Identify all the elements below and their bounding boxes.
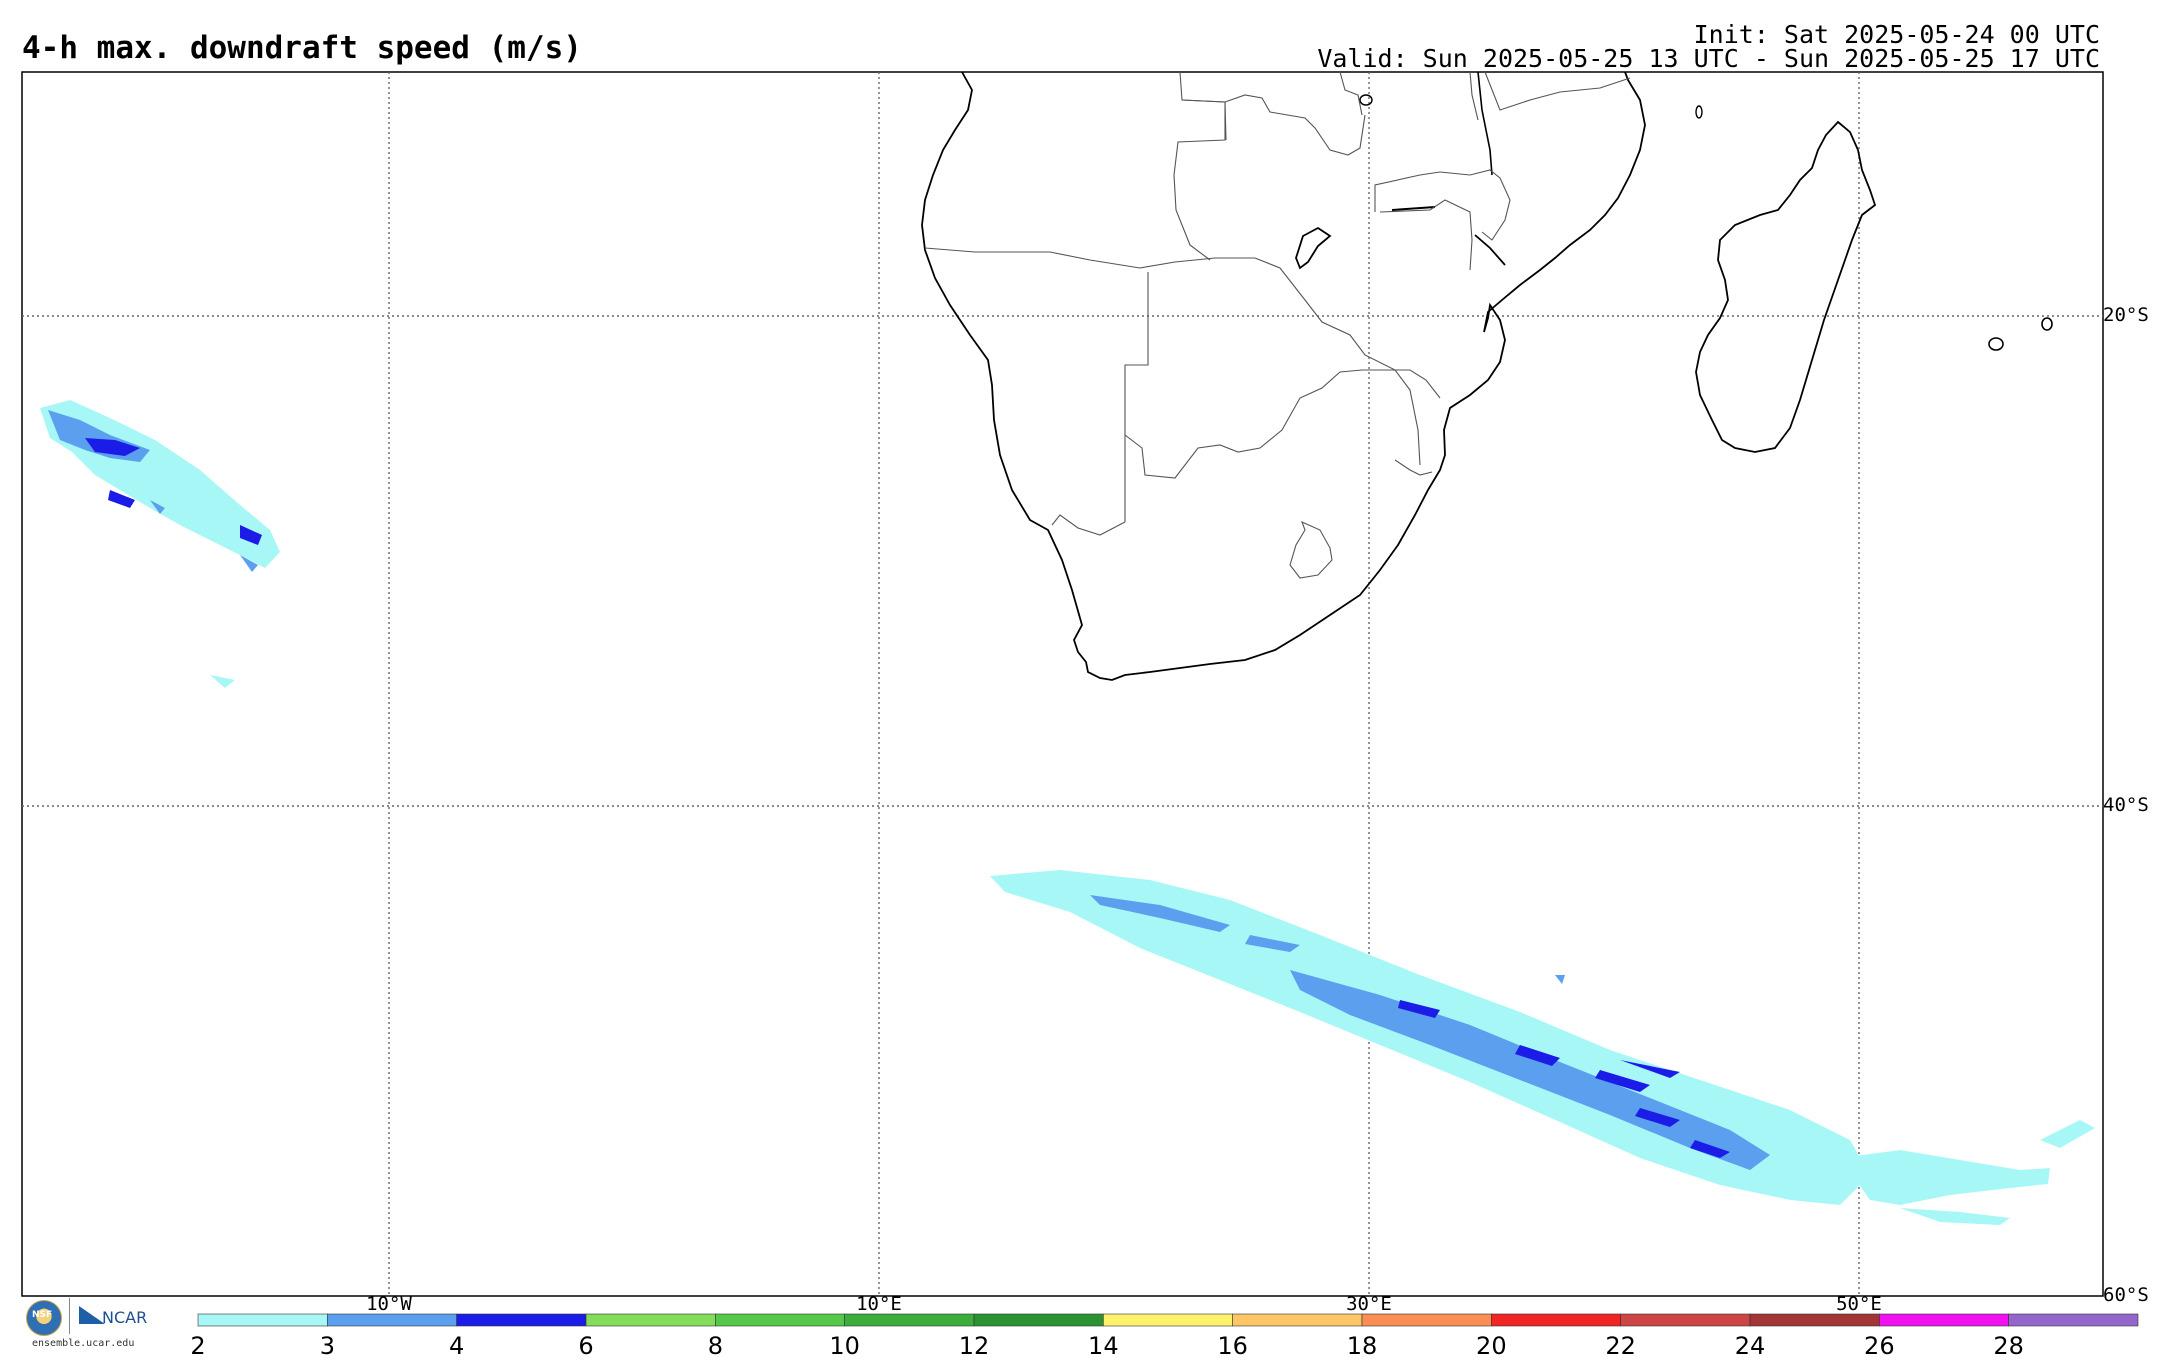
colorbar bbox=[197, 1313, 2139, 1327]
valid-time: Valid: Sun 2025-05-25 13 UTC - Sun 2025-… bbox=[1317, 44, 2100, 73]
colorbar-tick-label: 8 bbox=[707, 1332, 723, 1360]
colorbar-tick-label: 6 bbox=[578, 1332, 594, 1360]
colorbar-tick-label: 10 bbox=[829, 1332, 860, 1360]
colorbar-segment bbox=[1361, 1313, 1492, 1327]
colorbar-tick-label: 4 bbox=[449, 1332, 465, 1360]
colorbar-segment bbox=[1103, 1313, 1233, 1327]
nsf-logo-icon bbox=[26, 1300, 62, 1336]
lat-label-60s: 60°S bbox=[2103, 1284, 2149, 1306]
lake-outline bbox=[1391, 206, 1436, 211]
colorbar-segment bbox=[1749, 1313, 1880, 1327]
map-frame bbox=[21, 71, 2104, 1297]
africa-coastline bbox=[921, 71, 1646, 681]
map-title: 4-h max. downdraft speed (m/s) bbox=[22, 30, 582, 66]
lon-label-30e: 30°E bbox=[1346, 1293, 1392, 1315]
colorbar-tick-label: 16 bbox=[1217, 1332, 1248, 1360]
river-outline bbox=[1474, 234, 1506, 266]
ncar-logo-icon bbox=[79, 1306, 105, 1324]
colorbar-tick-label: 18 bbox=[1346, 1332, 1378, 1360]
colorbar-tick-label: 26 bbox=[1864, 1332, 1895, 1360]
lake-malawi bbox=[1477, 71, 1493, 176]
lake-kariba bbox=[1295, 226, 1332, 270]
lat-label-40s: 40°S bbox=[2103, 794, 2149, 816]
init-time: Init: Sat 2025-05-24 00 UTC bbox=[1693, 20, 2100, 49]
ncar-logo-text: NCAR bbox=[102, 1308, 148, 1327]
lon-label-10e: 10°E bbox=[856, 1293, 902, 1315]
ensemble-url: ensemble.ucar.edu bbox=[32, 1338, 135, 1349]
colorbar-segment bbox=[1620, 1313, 1751, 1327]
colorbar-segment bbox=[2008, 1313, 2139, 1327]
gridlines bbox=[22, 72, 2103, 1296]
island-outline bbox=[1695, 105, 1703, 119]
mauritius-outline bbox=[1988, 337, 2004, 351]
downdraft-band-south bbox=[990, 870, 2095, 1225]
reunion-outline bbox=[2041, 317, 2053, 331]
colorbar-tick-label: 24 bbox=[1734, 1332, 1766, 1360]
colorbar-segment bbox=[1232, 1313, 1363, 1327]
colorbar-segment bbox=[1879, 1313, 2009, 1327]
logo-divider bbox=[69, 1298, 70, 1334]
nsf-logo-text: NSF bbox=[32, 1310, 53, 1320]
island-outline bbox=[1359, 94, 1373, 106]
colorbar-tick-label: 22 bbox=[1605, 1332, 1636, 1360]
madagascar-outline bbox=[1695, 120, 1877, 453]
colorbar-tick-label: 3 bbox=[319, 1332, 335, 1360]
colorbar-tick-label: 28 bbox=[1993, 1332, 2024, 1360]
colorbar-tick-label: 14 bbox=[1088, 1332, 1119, 1360]
lon-label-50e: 50°E bbox=[1836, 1293, 1882, 1315]
lon-label-10w: 10°W bbox=[366, 1293, 412, 1315]
logo-area: NSF NCAR ensemble.ucar.edu bbox=[22, 1298, 162, 1354]
downdraft-cluster-west bbox=[40, 400, 280, 688]
colorbar-tick-label: 12 bbox=[958, 1332, 990, 1360]
lat-label-20s: 20°S bbox=[2103, 304, 2149, 326]
colorbar-segment bbox=[327, 1313, 457, 1327]
colorbar-segment bbox=[973, 1313, 1104, 1327]
colorbar-segment bbox=[197, 1313, 328, 1327]
colorbar-segment bbox=[456, 1313, 587, 1327]
colorbar-segment bbox=[844, 1313, 975, 1327]
colorbar-tick-label: 2 bbox=[190, 1332, 206, 1360]
colorbar-segment bbox=[715, 1313, 845, 1327]
colorbar-segment bbox=[1491, 1313, 1621, 1327]
colorbar-tick-label: 20 bbox=[1476, 1332, 1507, 1360]
colorbar-segment bbox=[585, 1313, 716, 1327]
country-borders bbox=[924, 71, 1631, 579]
